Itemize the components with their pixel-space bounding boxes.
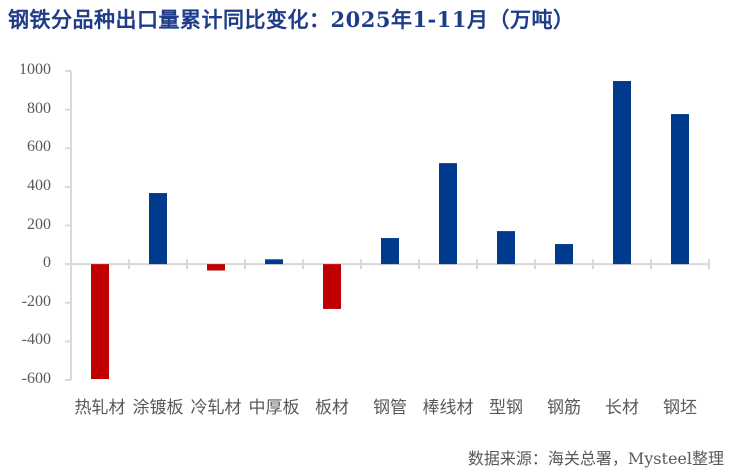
y-tick-label: -200 <box>21 292 51 310</box>
bar-长材 <box>613 81 631 265</box>
y-tick-label: 400 <box>27 176 51 194</box>
x-tick-label: 板材 <box>315 398 349 418</box>
x-tick-label: 热轧材 <box>74 398 126 418</box>
bar-钢坯 <box>671 114 689 265</box>
y-tick-label: -400 <box>21 331 51 349</box>
x-tick-label: 型钢 <box>489 398 523 418</box>
x-tick-label: 长材 <box>605 398 639 418</box>
bar-棒线材 <box>439 163 457 265</box>
y-tick-label: 800 <box>27 99 51 117</box>
data-source-note: 数据来源：海关总署，Mysteel整理 <box>467 449 724 468</box>
x-tick-label: 钢坯 <box>663 398 697 418</box>
x-tick-label: 冷轧材 <box>190 398 242 418</box>
y-tick-label: 600 <box>27 138 51 156</box>
bar-钢筋 <box>555 244 573 265</box>
bar-板材 <box>323 264 341 309</box>
y-tick-label: 1000 <box>19 61 51 78</box>
x-tick-label: 涂镀板 <box>132 398 184 418</box>
x-tick-label: 棒线材 <box>422 398 474 418</box>
bar-冷轧材 <box>207 264 225 271</box>
y-tick-label: -600 <box>21 370 51 387</box>
x-tick-label: 中厚板 <box>248 398 300 418</box>
y-tick-label: 0 <box>43 254 51 272</box>
bar-钢管 <box>381 238 399 265</box>
chart-title: 钢铁分品种出口量累计同比变化：2025年1-11月（万吨） <box>8 7 575 32</box>
bar-热轧材 <box>91 264 109 380</box>
bar-涂镀板 <box>149 193 167 265</box>
y-tick-label: 200 <box>27 215 51 233</box>
x-tick-label: 钢筋 <box>547 398 581 418</box>
x-tick-label: 钢管 <box>373 398 407 418</box>
bar-中厚板 <box>265 259 283 265</box>
bar-型钢 <box>497 231 515 265</box>
